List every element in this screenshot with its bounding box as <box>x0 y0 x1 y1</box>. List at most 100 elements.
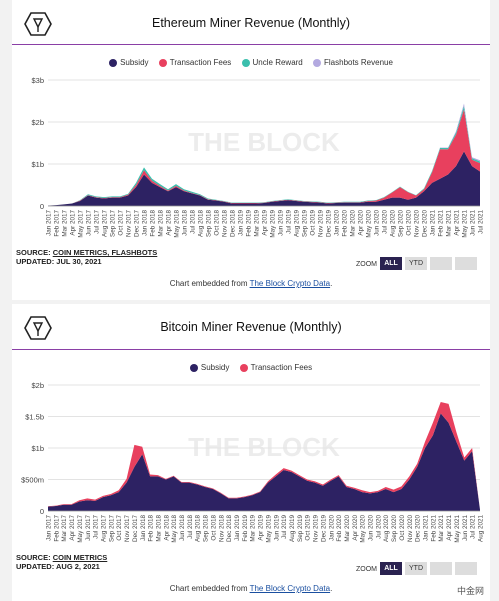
x-tick-label: Aug 2017 <box>102 210 109 237</box>
x-tick-label: Apr 2018 <box>166 210 173 236</box>
x-tick-label: Jan 2020 <box>334 210 341 236</box>
legend-item-subsidy[interactable]: Subsidy <box>109 58 149 67</box>
x-tick-label: Oct 2018 <box>210 515 217 541</box>
embed-suffix: . <box>330 279 333 288</box>
y-tick-label: $1b <box>31 160 44 169</box>
series-area-transaction-fees[interactable] <box>48 109 480 206</box>
source-label: SOURCE: <box>16 248 51 257</box>
zoom-all-button[interactable]: ALL <box>380 257 402 270</box>
x-tick-label: May 2018 <box>171 515 178 543</box>
x-tick-label: Dec 2018 <box>226 515 233 542</box>
x-tick-label: Mar 2019 <box>254 210 261 237</box>
x-tick-label: Oct 2020 <box>406 210 413 236</box>
x-tick-label: Jul 2020 <box>382 210 389 234</box>
x-tick-label: Feb 2021 <box>430 515 437 542</box>
y-tick-label: $2b <box>31 381 44 390</box>
embed-prefix: Chart embedded from <box>169 279 248 288</box>
x-tick-label: Oct 2019 <box>305 515 312 541</box>
legend-item-uncle-reward[interactable]: Uncle Reward <box>241 58 303 67</box>
x-tick-label: Feb 2018 <box>150 210 157 237</box>
x-tick-label: Mar 2020 <box>344 515 351 542</box>
x-tick-label: Feb 2021 <box>438 210 445 237</box>
y-tick-label: $1b <box>31 444 44 453</box>
x-tick-label: Jul 2017 <box>93 515 100 539</box>
x-tick-label: Jun 2021 <box>462 515 469 541</box>
embed-link[interactable]: The Block Crypto Data <box>249 279 331 288</box>
legend-item-flashbots-revenue[interactable]: Flashbots Revenue <box>313 58 393 67</box>
x-tick-label: Jul 2021 <box>470 515 477 539</box>
x-tick-label: Apr 2020 <box>358 210 365 236</box>
y-tick-label: 0 <box>40 507 44 516</box>
x-tick-label: Apr 2017 <box>69 515 76 541</box>
ethereum-chart-panel: Ethereum Miner Revenue (Monthly) Subsidy… <box>12 0 490 300</box>
updated-label: UPDATED: <box>16 562 55 571</box>
x-tick-label: May 2019 <box>270 210 277 238</box>
zoom-option-button[interactable] <box>430 562 452 575</box>
legend-label: Transaction Fees <box>250 363 313 372</box>
zoom-option-button[interactable] <box>455 562 477 575</box>
x-tick-label: Aug 2020 <box>390 210 397 237</box>
x-tick-label: Nov 2020 <box>414 210 421 237</box>
x-tick-label: Jun 2020 <box>368 515 375 541</box>
x-tick-label: May 2019 <box>265 515 272 543</box>
x-tick-label: Jul 2017 <box>94 210 101 234</box>
zoom-ytd-button[interactable]: YTD <box>405 562 427 575</box>
x-tick-label: Dec 2019 <box>326 210 333 237</box>
site-watermark: 中金网 <box>456 586 484 596</box>
legend-item-transaction-fees[interactable]: Transaction Fees <box>158 58 232 67</box>
x-tick-label: May 2021 <box>462 210 469 238</box>
x-tick-label: Apr 2021 <box>446 515 453 541</box>
x-tick-label: Jun 2017 <box>85 515 92 541</box>
legend-item-subsidy[interactable]: Subsidy <box>189 363 229 372</box>
x-tick-label: Aug 2020 <box>383 515 390 542</box>
zoom-option-button[interactable] <box>455 257 477 270</box>
zoom-label: ZOOM <box>356 261 377 268</box>
series-area-uncle-reward[interactable] <box>48 106 480 206</box>
embed-note: Chart embedded from The Block Crypto Dat… <box>12 584 490 593</box>
source-value[interactable]: COIN METRICS, FLASHBOTS <box>52 248 158 257</box>
x-tick-label: Jul 2019 <box>286 210 293 234</box>
x-tick-label: Feb 2019 <box>242 515 249 542</box>
x-tick-label: Jan 2017 <box>46 515 53 541</box>
x-tick-label: Dec 2017 <box>134 210 141 237</box>
series-area-subsidy[interactable] <box>48 413 480 511</box>
embed-link[interactable]: The Block Crypto Data <box>249 584 331 593</box>
chart-title: Ethereum Miner Revenue (Monthly) <box>152 16 350 30</box>
x-tick-label: Sep 2017 <box>108 515 115 542</box>
legend-item-transaction-fees[interactable]: Transaction Fees <box>239 363 313 372</box>
zoom-option-button[interactable] <box>430 257 452 270</box>
x-tick-label: Jan 2019 <box>234 515 241 541</box>
x-tick-label: Mar 2018 <box>158 210 165 237</box>
y-tick-label: $3b <box>31 76 44 85</box>
x-tick-label: Jul 2018 <box>187 515 194 539</box>
chart-legend: Subsidy Transaction Fees <box>12 363 490 372</box>
x-tick-label: Sep 2019 <box>302 210 309 237</box>
x-tick-label: Sep 2018 <box>203 515 210 542</box>
x-tick-label: Mar 2018 <box>155 515 162 542</box>
x-tick-label: Jul 2019 <box>281 515 288 539</box>
the-block-logo-icon <box>24 12 52 36</box>
legend-label: Transaction Fees <box>169 58 232 67</box>
x-tick-label: Nov 2017 <box>124 515 131 542</box>
x-tick-label: Mar 2019 <box>250 515 257 542</box>
x-tick-label: Apr 2021 <box>454 210 461 236</box>
series-area-transaction-fees[interactable] <box>48 402 480 510</box>
x-tick-label: Jan 2019 <box>238 210 245 236</box>
x-tick-label: May 2017 <box>77 515 84 543</box>
x-tick-label: Jul 2018 <box>190 210 197 234</box>
x-tick-label: May 2021 <box>454 515 461 543</box>
x-tick-label: Dec 2020 <box>415 515 422 542</box>
zoom-ytd-button[interactable]: YTD <box>405 257 427 270</box>
series-area-subsidy[interactable] <box>48 151 480 206</box>
source-value[interactable]: COIN METRICS <box>52 553 108 562</box>
x-tick-label: Oct 2018 <box>214 210 221 236</box>
x-tick-label: Jun 2019 <box>278 210 285 236</box>
x-tick-label: Mar 2021 <box>446 210 453 237</box>
x-tick-label: Feb 2020 <box>342 210 349 237</box>
x-tick-label: Aug 2021 <box>478 515 485 542</box>
x-tick-label: Mar 2020 <box>350 210 357 237</box>
updated-label: UPDATED: <box>16 257 55 266</box>
zoom-all-button[interactable]: ALL <box>380 562 402 575</box>
